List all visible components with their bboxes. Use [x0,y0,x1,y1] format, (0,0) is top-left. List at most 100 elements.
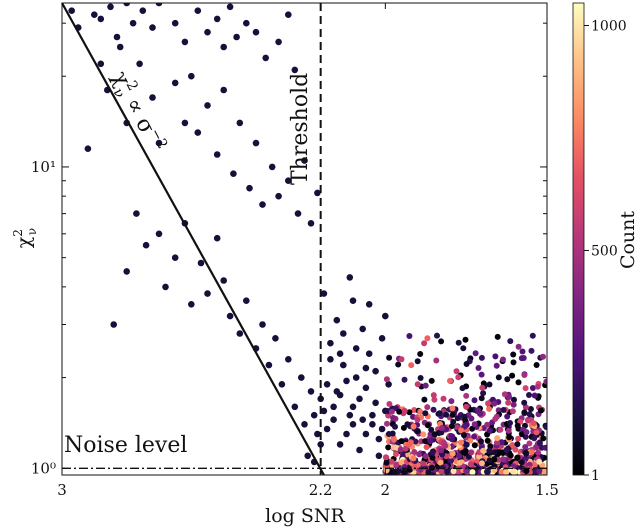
data-point [330,416,337,424]
density-point [455,374,462,381]
fit-line [61,2,325,476]
data-point [285,177,292,184]
density-point [463,392,470,399]
density-point [438,338,445,345]
density-point [515,343,522,350]
density-point [536,440,543,447]
data-point [162,283,169,291]
data-point [369,421,376,428]
density-point [392,423,398,430]
data-point [272,335,279,342]
data-point [68,7,75,14]
data-point [314,430,321,438]
density-point [485,400,491,407]
density-point [505,427,512,434]
density-point [486,381,493,388]
density-point [486,447,493,454]
density-point [447,457,454,464]
data-point [97,15,105,23]
density-point [478,438,484,445]
density-point [514,454,521,461]
data-point [333,316,341,324]
outlier-point [424,335,431,342]
data-point [204,28,211,36]
density-point [450,468,457,475]
density-point [463,361,470,367]
density-point [383,376,390,383]
density-point [386,401,393,407]
data-point [275,192,282,200]
data-point [220,277,227,284]
data-point [385,381,392,388]
outlier-point [447,377,453,384]
fit-formula-label: χ2ν ∝ σ−2 [103,66,170,158]
data-point [307,220,315,227]
density-point [422,438,429,445]
data-point [301,421,308,428]
data-point [369,411,376,419]
density-point [512,446,519,453]
density-point [385,412,392,419]
axes: 3 2.2 2 1.5 10⁰ 10¹ [31,3,559,499]
data-point [320,290,328,297]
density-point [463,441,470,448]
density-point [456,459,463,466]
data-point [252,139,260,147]
density-point [500,407,507,413]
density-point [521,409,528,416]
data-point [268,163,276,171]
outlier-point [440,395,447,402]
density-point [471,421,478,428]
data-point [362,430,370,438]
data-point [291,403,299,411]
density-point [463,468,470,475]
density-point [390,414,397,421]
density-point [420,460,427,467]
density-point [417,375,424,381]
density-point [458,439,465,446]
data-point [194,7,202,14]
density-point [448,398,455,405]
data-point [372,399,379,407]
data-point [142,241,150,249]
density-point [395,361,402,368]
data-point [149,94,156,101]
data-point [107,3,114,11]
density-point [507,452,514,459]
data-point [285,11,292,18]
density-point [398,438,405,445]
data-point [204,102,211,109]
data-point [359,416,367,424]
colorbar: 1 500 1000 Count [572,2,639,484]
density-point [536,467,543,474]
density-point [388,458,395,465]
density-point [417,408,424,415]
colorbar-gradient [572,2,585,476]
data-point [91,11,98,18]
data-point [136,60,143,68]
data-point [220,86,227,94]
data-point [213,234,221,242]
density-point [383,459,390,466]
density-point [494,439,500,446]
density-point [421,396,428,403]
density-point [523,429,530,436]
data-point [230,170,237,177]
density-point [460,345,467,352]
data-point [343,430,350,438]
data-point [171,79,179,87]
density-point [503,447,510,454]
outlier-point [401,407,408,414]
density-point [422,410,429,417]
x-tick-label: 3 [57,481,67,499]
density-point [414,416,421,423]
density-point [401,464,408,470]
density-point [459,385,466,392]
y-axis-title: χ2ν [11,228,39,248]
density-point [522,404,529,411]
data-point [233,33,240,41]
data-point [188,72,195,80]
data-point [323,381,331,388]
data-point [252,28,260,36]
